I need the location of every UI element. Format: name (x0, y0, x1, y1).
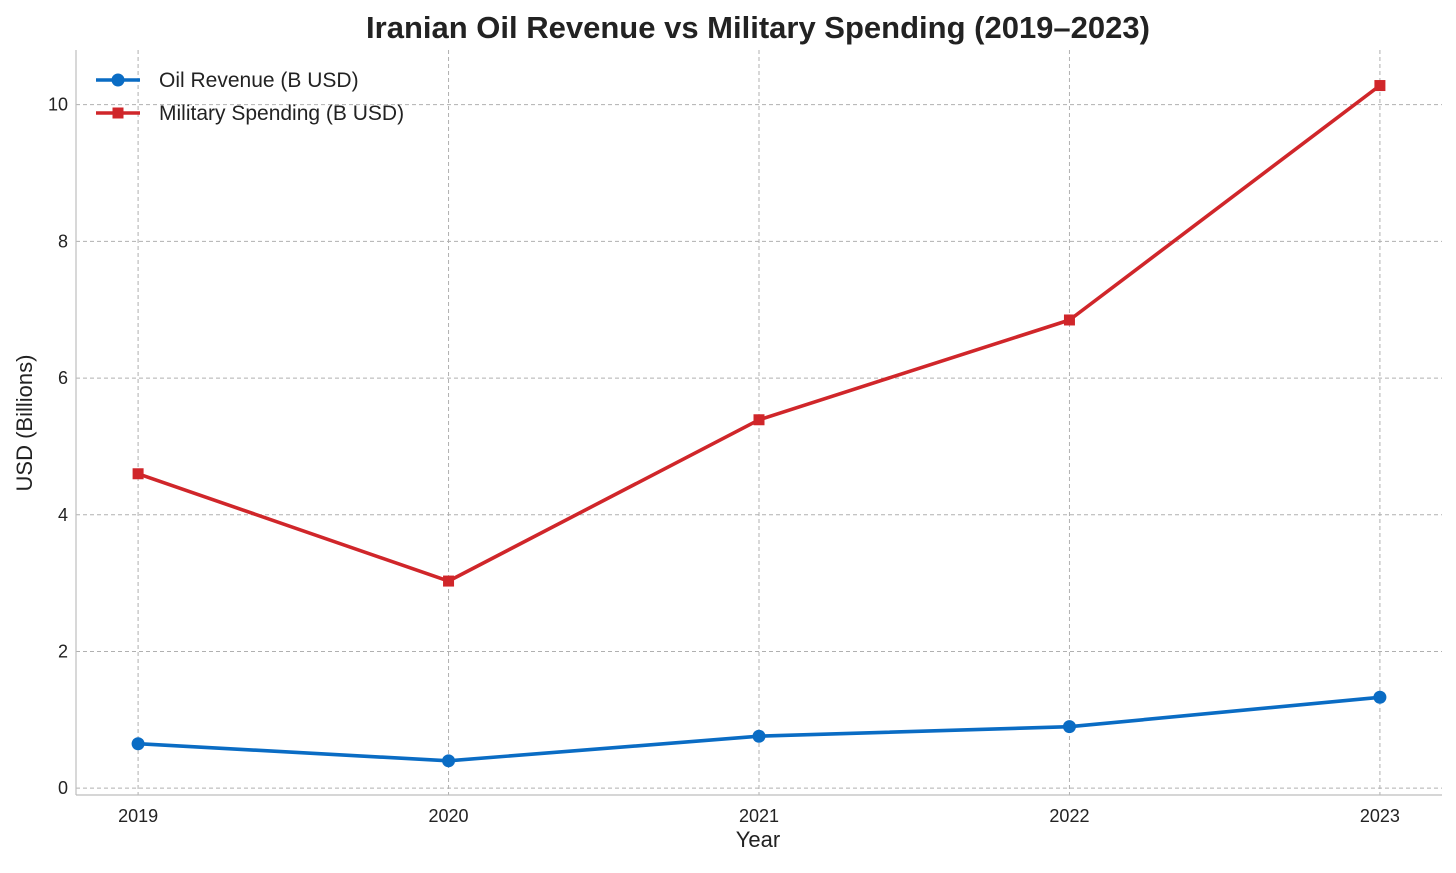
data-point (1374, 80, 1386, 92)
data-point (1063, 314, 1075, 326)
legend-label: Military Spending (B USD) (159, 102, 404, 125)
legend-entry: Military Spending (B USD) (96, 102, 404, 125)
data-point (131, 737, 145, 751)
data-point (132, 468, 144, 480)
y-axis-label: USD (Billions) (12, 355, 37, 492)
axes (75, 50, 1442, 796)
x-tick-label: 2023 (1360, 806, 1400, 826)
legend-label: Oil Revenue (B USD) (159, 69, 359, 92)
series-lines (131, 80, 1387, 768)
legend-entry: Oil Revenue (B USD) (96, 69, 359, 92)
y-tick-label: 8 (58, 231, 68, 251)
x-tick-label: 2019 (118, 806, 158, 826)
x-tick-label: 2022 (1049, 806, 1089, 826)
y-tick-label: 0 (58, 778, 68, 798)
legend-marker (111, 73, 125, 87)
y-tick-label: 6 (58, 368, 68, 388)
legend-marker (112, 107, 124, 119)
data-point (442, 754, 456, 768)
series-1 (131, 690, 1387, 768)
x-axis-label: Year (736, 827, 780, 852)
y-tick-label: 2 (58, 641, 68, 661)
x-tick-label: 2020 (429, 806, 469, 826)
x-tick-label: 2021 (739, 806, 779, 826)
data-point (1373, 690, 1387, 704)
tick-labels: 2019 2020 2021 2022 2023 0 2 4 6 8 10 (48, 95, 1400, 826)
series-2 (132, 80, 1386, 587)
data-point (752, 729, 766, 743)
data-point (753, 414, 765, 426)
data-point (443, 575, 455, 587)
chart-title: Iranian Oil Revenue vs Military Spending… (366, 10, 1150, 45)
y-tick-label: 10 (48, 95, 68, 115)
y-tick-label: 4 (58, 505, 68, 525)
legend: Oil Revenue (B USD) Military Spending (B … (96, 69, 404, 125)
data-point (1062, 720, 1076, 734)
